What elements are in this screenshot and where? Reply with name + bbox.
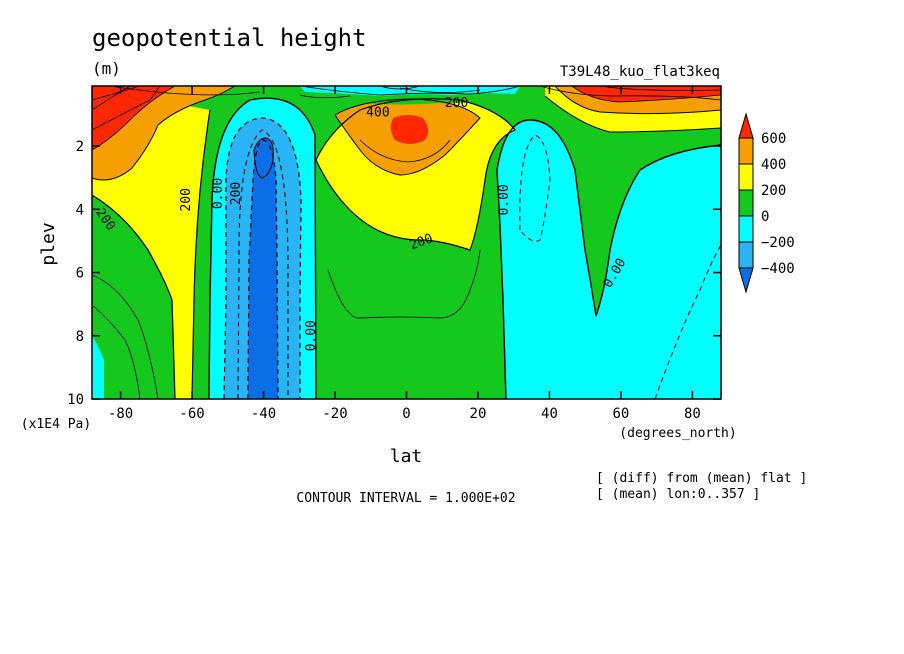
band-top-strip-green — [310, 92, 512, 105]
chart-title: geopotential height — [92, 24, 367, 52]
band-below-neg400 — [248, 140, 278, 399]
colorbar-label: −400 — [761, 261, 795, 277]
contour-label: 0.00 — [304, 320, 319, 351]
run-label: T39L48_kuo_flat3keq — [560, 64, 720, 80]
contour-label: 0.00 — [211, 178, 226, 209]
y-tick-label: 2 — [76, 139, 84, 155]
x-tick-label: -60 — [179, 406, 204, 422]
band-min-core — [253, 137, 274, 179]
y-tick-label: 4 — [76, 202, 84, 218]
x-tick-label: 80 — [684, 406, 701, 422]
contour-label: 200 — [229, 182, 244, 205]
contour-label-text: 200 — [179, 188, 194, 211]
colorbar-box — [738, 241, 754, 269]
chart-units: (m) — [92, 59, 121, 78]
colorbar-arrow-top — [738, 112, 754, 139]
note-diff: [ (diff) from (mean) flat ] — [596, 471, 807, 486]
contour-label: 200 — [179, 188, 194, 211]
colorbar-box — [738, 137, 754, 165]
x-axis: -80 -60 -40 -20 0 20 40 60 80 — [108, 86, 701, 422]
band-neg200-0-left-edge — [92, 335, 104, 399]
colorbar-label: 0 — [761, 209, 769, 225]
plot-area — [92, 86, 721, 399]
colorbar-box — [738, 189, 754, 217]
band-above-600-center — [390, 115, 429, 144]
contour-label-text: 200 — [445, 96, 468, 111]
note-mean: [ (mean) lon:0..357 ] — [596, 487, 760, 502]
y-tick-label: 10 — [67, 392, 84, 408]
x-tick-label: 0 — [402, 406, 410, 422]
contour-label: 400 — [366, 105, 389, 120]
x-tick-label: -40 — [251, 406, 276, 422]
contour-label: 200 — [445, 96, 468, 111]
colorbar-label: 600 — [761, 131, 786, 147]
band-above-600-south — [92, 86, 175, 150]
contour-label-text: 200 — [229, 182, 244, 205]
colorbar-box — [738, 163, 754, 191]
contour-label-text: 0.00 — [211, 178, 226, 209]
y-axis-units: (x1E4 Pa) — [21, 417, 91, 432]
y-tick-label: 8 — [76, 329, 84, 345]
colorbar-arrow-bottom — [738, 267, 754, 294]
colorbar-box — [738, 215, 754, 243]
contour-label: 0.00 — [497, 184, 512, 215]
x-tick-label: -20 — [322, 406, 347, 422]
contour-interval: CONTOUR INTERVAL = 1.000E+02 — [296, 491, 515, 506]
y-axis-label: plev — [38, 222, 59, 265]
x-axis-units: (degrees_north) — [619, 426, 736, 441]
x-tick-label: 60 — [613, 406, 630, 422]
contour-label-text: 0.00 — [304, 320, 319, 351]
y-axis: 2 4 6 8 10 — [67, 139, 721, 408]
contour-label-text: 0.00 — [497, 184, 512, 215]
colorbar-label: 400 — [761, 157, 786, 173]
x-axis-label: lat — [390, 446, 423, 467]
y-tick-label: 6 — [76, 266, 84, 282]
colorbar: 600 400 200 0 −200 −400 — [738, 112, 795, 294]
x-tick-label: 20 — [470, 406, 487, 422]
x-tick-label: 40 — [541, 406, 558, 422]
contour-label-text: 400 — [366, 105, 389, 120]
colorbar-label: 200 — [761, 183, 786, 199]
contour-lines — [92, 86, 721, 399]
colorbar-label: −200 — [761, 235, 795, 251]
x-tick-label: -80 — [108, 406, 133, 422]
